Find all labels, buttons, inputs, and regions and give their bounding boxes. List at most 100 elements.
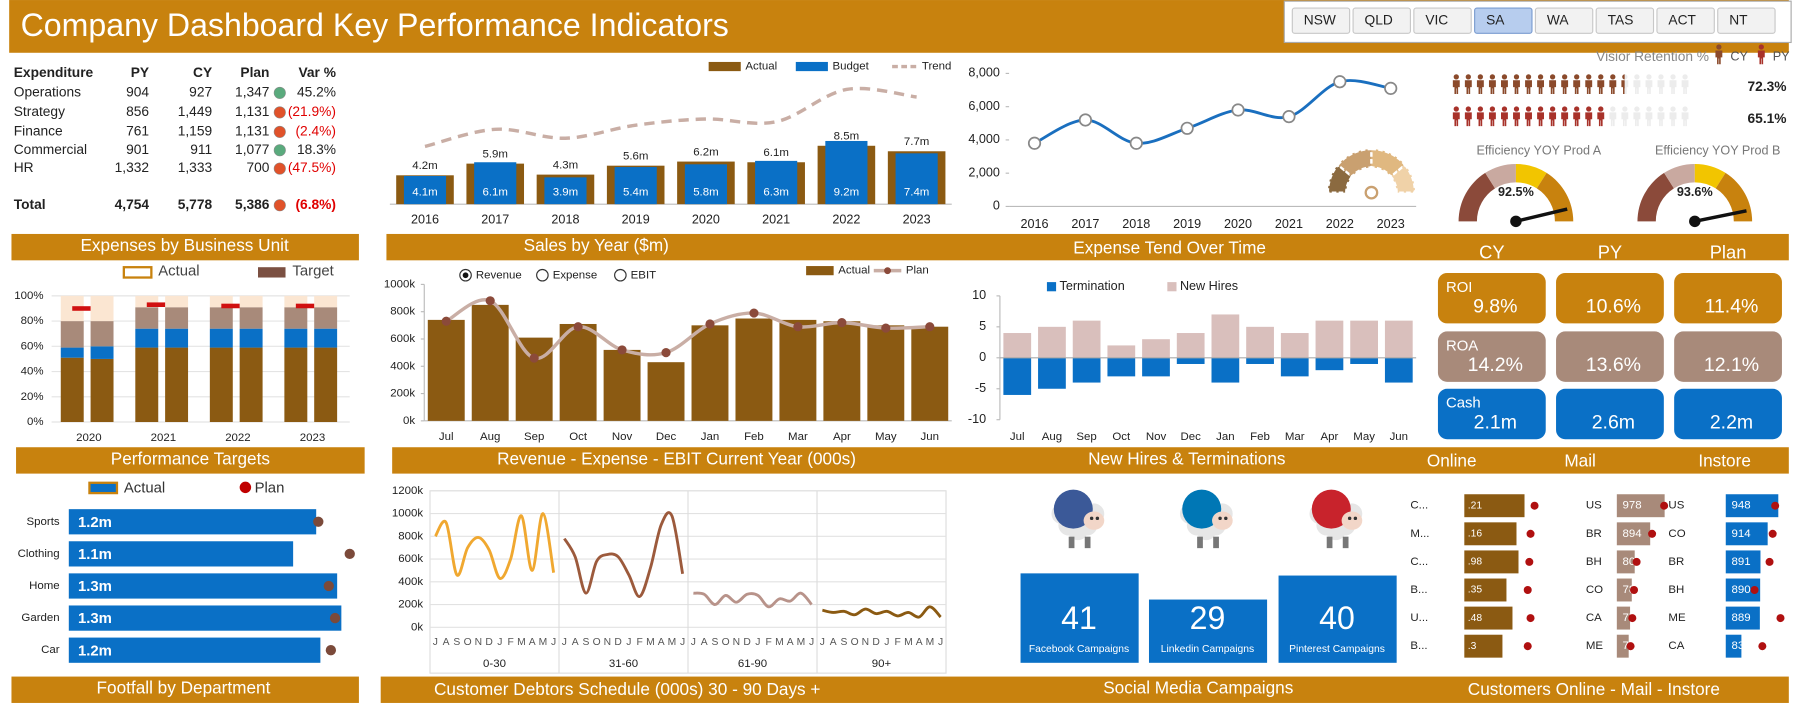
x-tick-label: N <box>733 637 740 648</box>
panel-label: 31-60 <box>609 658 638 670</box>
x-tick-label: 2017 <box>1071 217 1099 231</box>
target-dot <box>1660 501 1669 510</box>
filter-button[interactable] <box>1291 7 1351 34</box>
x-tick-label: 2020 <box>1224 217 1252 231</box>
person-head <box>1658 74 1664 80</box>
x-tick-label: S <box>453 637 460 648</box>
plan-marker <box>837 318 847 328</box>
data-label: 1.2m <box>78 515 112 531</box>
campaign-label: Facebook Campaigns <box>1029 644 1129 655</box>
bar-segment <box>135 295 159 308</box>
legend-swatch <box>795 61 828 72</box>
icon-leg <box>1213 536 1219 549</box>
x-tick-label: D <box>614 637 621 648</box>
x-tick-label: F <box>636 637 642 648</box>
person-body <box>1681 112 1689 127</box>
filter-button[interactable] <box>1717 7 1776 34</box>
filter-label[interactable]: ACT <box>1668 12 1696 27</box>
table-header: Var % <box>299 65 336 80</box>
category-label: ME <box>1586 640 1604 652</box>
x-tick-label: O <box>593 637 601 648</box>
filter-button[interactable] <box>1534 7 1594 34</box>
bar <box>1176 333 1205 358</box>
line-marker <box>1384 81 1398 95</box>
x-tick-label: M <box>775 637 784 648</box>
x-tick-label: Sep <box>524 431 544 443</box>
y-tick-label: 40% <box>21 366 44 378</box>
bar <box>1350 320 1378 358</box>
person-head <box>1622 74 1625 80</box>
kpi-value: 14.2% <box>1468 354 1523 376</box>
filter-label[interactable]: WA <box>1547 12 1569 27</box>
bar <box>1315 320 1344 358</box>
campaign-label: Linkedin Campaigns <box>1161 644 1254 655</box>
pictograph <box>1452 74 1625 95</box>
filter-label[interactable]: TAS <box>1608 12 1634 27</box>
person-body <box>1715 50 1723 65</box>
filter-label[interactable]: VIC <box>1425 12 1448 27</box>
bar-segment <box>60 347 84 358</box>
person-head <box>1682 74 1688 80</box>
filter-button[interactable] <box>1352 7 1411 34</box>
section-title: Sales by Year ($m) <box>524 235 669 255</box>
category-label: BR <box>1586 528 1602 540</box>
person-body <box>1452 112 1460 127</box>
bar <box>1246 357 1274 364</box>
legend-swatch <box>806 266 834 276</box>
filter-button[interactable] <box>1474 7 1533 34</box>
bar-segment <box>314 347 338 423</box>
bar <box>427 319 465 421</box>
category-label: B... <box>1410 640 1427 652</box>
radio-button[interactable] <box>536 268 549 282</box>
person-body <box>1513 112 1520 127</box>
filter-label[interactable]: NT <box>1729 12 1748 27</box>
filter-label[interactable]: QLD <box>1365 12 1393 27</box>
gauge-hub <box>1689 215 1701 228</box>
bar <box>1107 357 1136 377</box>
radio-label[interactable]: EBIT <box>631 269 656 281</box>
radio-label[interactable]: Revenue <box>476 269 522 281</box>
radio-button[interactable] <box>614 268 627 282</box>
bar-segment <box>165 295 189 308</box>
section-bar <box>16 447 365 474</box>
kpi-label: Cash <box>1446 396 1481 412</box>
bar <box>603 349 641 421</box>
table-cell: 911 <box>190 142 212 157</box>
bar-segment <box>284 295 308 308</box>
status-dot <box>273 125 286 138</box>
bar <box>1616 578 1632 602</box>
filter-button[interactable] <box>1413 7 1472 34</box>
legend-swatch <box>239 481 252 494</box>
bar <box>823 321 861 421</box>
y-tick-label: 0k <box>411 621 423 633</box>
kpi-tile <box>1437 331 1546 382</box>
data-label: 7.7m <box>904 136 929 148</box>
person-head <box>1549 106 1556 112</box>
y-tick-label: 1200k <box>392 485 423 497</box>
y-tick-label: -5 <box>975 381 986 395</box>
x-tick-label: Jan <box>701 431 719 443</box>
target-dot <box>1750 585 1759 595</box>
filter-button[interactable] <box>1656 7 1715 34</box>
bar <box>911 326 949 421</box>
bar-segment <box>165 328 189 348</box>
category-label: U... <box>1410 612 1428 624</box>
bar-segment <box>314 328 338 348</box>
radio-label[interactable]: Expense <box>553 269 598 281</box>
filter-button[interactable] <box>1595 7 1655 34</box>
x-tick-label: Jul <box>439 431 454 443</box>
plan-marker <box>749 308 759 318</box>
y-tick-label: 5 <box>979 319 986 333</box>
table-cell: 901 <box>126 142 149 157</box>
table-cell: 1,332 <box>115 160 149 175</box>
filter-label[interactable]: NSW <box>1304 12 1336 27</box>
target-marker <box>146 302 166 307</box>
data-label: 4.2m <box>412 160 437 172</box>
legend-label: Actual <box>838 265 870 277</box>
section-title: Expenses by Business Unit <box>80 235 288 255</box>
y-tick-label: 80% <box>21 315 44 327</box>
debtor-line <box>693 591 813 609</box>
bar <box>1142 357 1170 377</box>
filter-label[interactable]: SA <box>1486 12 1505 27</box>
gauge-title: Efficiency YOY Prod A <box>1476 144 1601 158</box>
